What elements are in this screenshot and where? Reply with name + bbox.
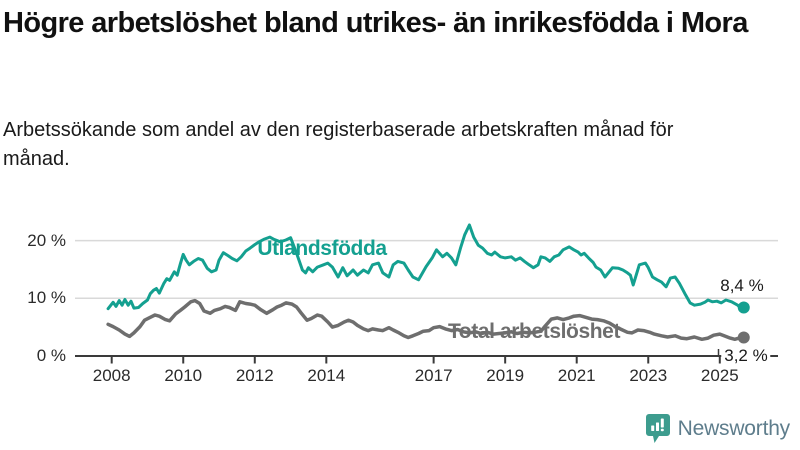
x-tick-label: 2008 <box>92 366 131 385</box>
x-tick-label: 2012 <box>235 366 274 385</box>
x-tick-label: 2025 <box>700 366 739 385</box>
bar-chart-pin-icon <box>645 414 670 443</box>
x-tick-label: 2021 <box>557 366 596 385</box>
series-end-dot-1 <box>737 331 750 344</box>
x-tick-label: 2023 <box>629 366 668 385</box>
x-tick-label: 2019 <box>486 366 525 385</box>
logo-text: Newsworthy <box>677 417 791 440</box>
gridlines <box>75 239 778 300</box>
page-title: Högre arbetslöshet bland utrikes- än inr… <box>3 7 748 39</box>
y-tick-label: 0 % <box>36 346 66 365</box>
page-subtitle: Arbetssökande som andel av den registerb… <box>3 119 674 170</box>
x-tick-label: 2010 <box>164 366 203 385</box>
series-line-0 <box>106 223 746 311</box>
series-line-1 <box>106 298 746 342</box>
x-axis <box>75 349 778 364</box>
series-end-dot-0 <box>737 301 750 314</box>
series-label-total: Total arbetslöshet <box>447 320 621 343</box>
x-tick-label: 2017 <box>414 366 453 385</box>
y-tick-label: 20 % <box>27 230 66 250</box>
end-value-label-utlandsfodda: 8,4 % <box>720 275 764 295</box>
series-label-utlandsfodda: Utlandsfödda <box>257 237 387 260</box>
newsworthy-logo: Newsworthy <box>645 412 791 446</box>
end-value-label-total: 3,2 % <box>721 346 771 366</box>
x-tick-label: 2014 <box>307 366 346 385</box>
y-tick-label: 10 % <box>27 288 66 308</box>
series-lines <box>106 223 750 344</box>
